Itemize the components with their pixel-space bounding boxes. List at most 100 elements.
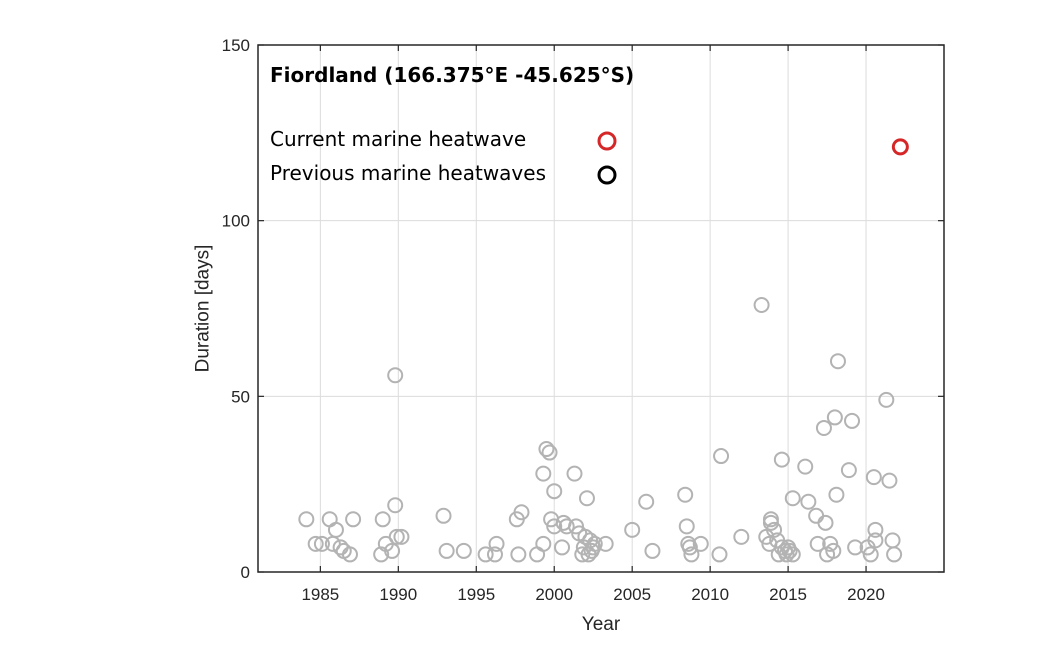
previous-heatwave-point [510,546,527,563]
previous-heatwave-point [784,490,801,507]
previous-heatwave-point [345,511,362,528]
x-tick-label: 2020 [847,585,885,604]
legend: Current marine heatwave Previous marine … [270,127,617,185]
previous-heatwave-point [840,462,857,479]
previous-heatwave-point [815,419,832,436]
previous-heatwave-point [881,472,898,489]
previous-heatwave-point [713,448,730,465]
previous-heatwave-point [538,441,555,458]
previous-heatwave-point [578,490,595,507]
previous-heatwave-point [865,469,882,486]
previous-heatwave-point [878,391,895,408]
data-points [298,138,909,563]
y-tick-label: 100 [222,212,250,231]
previous-heatwave-point [513,504,530,521]
previous-heatwave-point [862,546,879,563]
previous-heatwave-point [455,542,472,559]
y-tick-label: 0 [241,563,250,582]
x-tick-label: 2010 [691,585,729,604]
previous-heatwave-point [638,493,655,510]
previous-heatwave-point [773,451,790,468]
previous-heatwave-point [568,518,585,535]
previous-heatwave-point [825,542,842,559]
previous-heatwave-point [677,486,694,503]
current-heatwave-point [891,138,909,156]
axis-ticks [258,44,944,573]
legend-marker-current [597,131,617,151]
previous-heatwave-point [597,535,614,552]
previous-heatwave-point [486,546,503,563]
plot-frame [257,44,945,573]
previous-heatwave-point [535,465,552,482]
previous-heatwave-point [535,535,552,552]
x-axis-title: Year [582,614,621,635]
previous-heatwave-point [393,528,410,545]
previous-heatwave-point [826,409,843,426]
previous-heatwave-point [762,514,779,531]
previous-heatwave-point [867,532,884,549]
legend-marker-previous [597,165,617,185]
previous-heatwave-point [546,518,563,535]
previous-heatwave-point [529,546,546,563]
previous-heatwave-point [477,546,494,563]
previous-heatwave-point [313,535,330,552]
previous-heatwave-point [387,497,404,514]
previous-heatwave-point [488,535,505,552]
previous-heatwave-point [683,546,700,563]
previous-heatwave-point [753,296,770,313]
previous-heatwave-point [829,353,846,370]
x-tick-label: 2000 [535,585,573,604]
previous-heatwave-point [867,521,884,538]
grid-lines [258,45,944,572]
previous-heatwave-point [558,518,575,535]
previous-heatwave-point [327,521,344,538]
previous-heatwave-point [307,535,324,552]
previous-heatwave-point [566,465,583,482]
previous-heatwave-point [541,444,558,461]
previous-heatwave-point [809,535,826,552]
y-tick-label: 150 [222,36,250,55]
previous-heatwave-point [844,412,861,429]
previous-heatwave-point [822,535,839,552]
x-tick-labels: 1985 1990 1995 2000 2005 2010 2015 2020 [301,585,885,604]
previous-heatwave-point [817,514,834,531]
previous-heatwave-point [808,507,825,524]
previous-heatwave-point [784,546,801,563]
previous-heatwave-point [847,539,864,556]
previous-heatwave-point [321,511,338,528]
previous-heatwave-point [884,532,901,549]
previous-heatwave-point [341,546,358,563]
previous-heatwave-point [797,458,814,475]
previous-heatwave-point [781,542,798,559]
previous-heatwave-point [582,532,599,549]
previous-heatwave-point [778,546,795,563]
previous-heatwave-point [387,367,404,384]
previous-heatwave-point [692,535,709,552]
x-tick-label: 1990 [379,585,417,604]
previous-heatwave-point [678,518,695,535]
previous-heatwave-point [384,542,401,559]
previous-heatwave-point [435,507,452,524]
previous-heatwave-point [766,521,783,538]
previous-heatwave-point [388,528,405,545]
previous-heatwave-point [374,511,391,528]
x-tick-label: 2015 [769,585,807,604]
previous-heatwave-point [554,539,571,556]
y-tick-label: 50 [231,387,250,406]
previous-heatwave-point [644,542,661,559]
previous-heatwave-point [711,546,728,563]
previous-heatwave-point [574,546,591,563]
previous-heatwave-point [828,486,845,503]
previous-heatwave-point [624,521,641,538]
previous-heatwave-point [373,546,390,563]
previous-heatwave-point [298,511,315,528]
previous-heatwave-point [886,546,903,563]
y-axis-title: Duration [days] [193,245,214,373]
previous-heatwave-point [438,542,455,559]
plot-title: Fiordland (166.375°E -45.625°S) [270,63,634,87]
legend-label-current: Current marine heatwave [270,127,526,151]
legend-label-previous: Previous marine heatwaves [270,161,546,185]
previous-heatwave-point [800,493,817,510]
previous-heatwave-point [546,483,563,500]
